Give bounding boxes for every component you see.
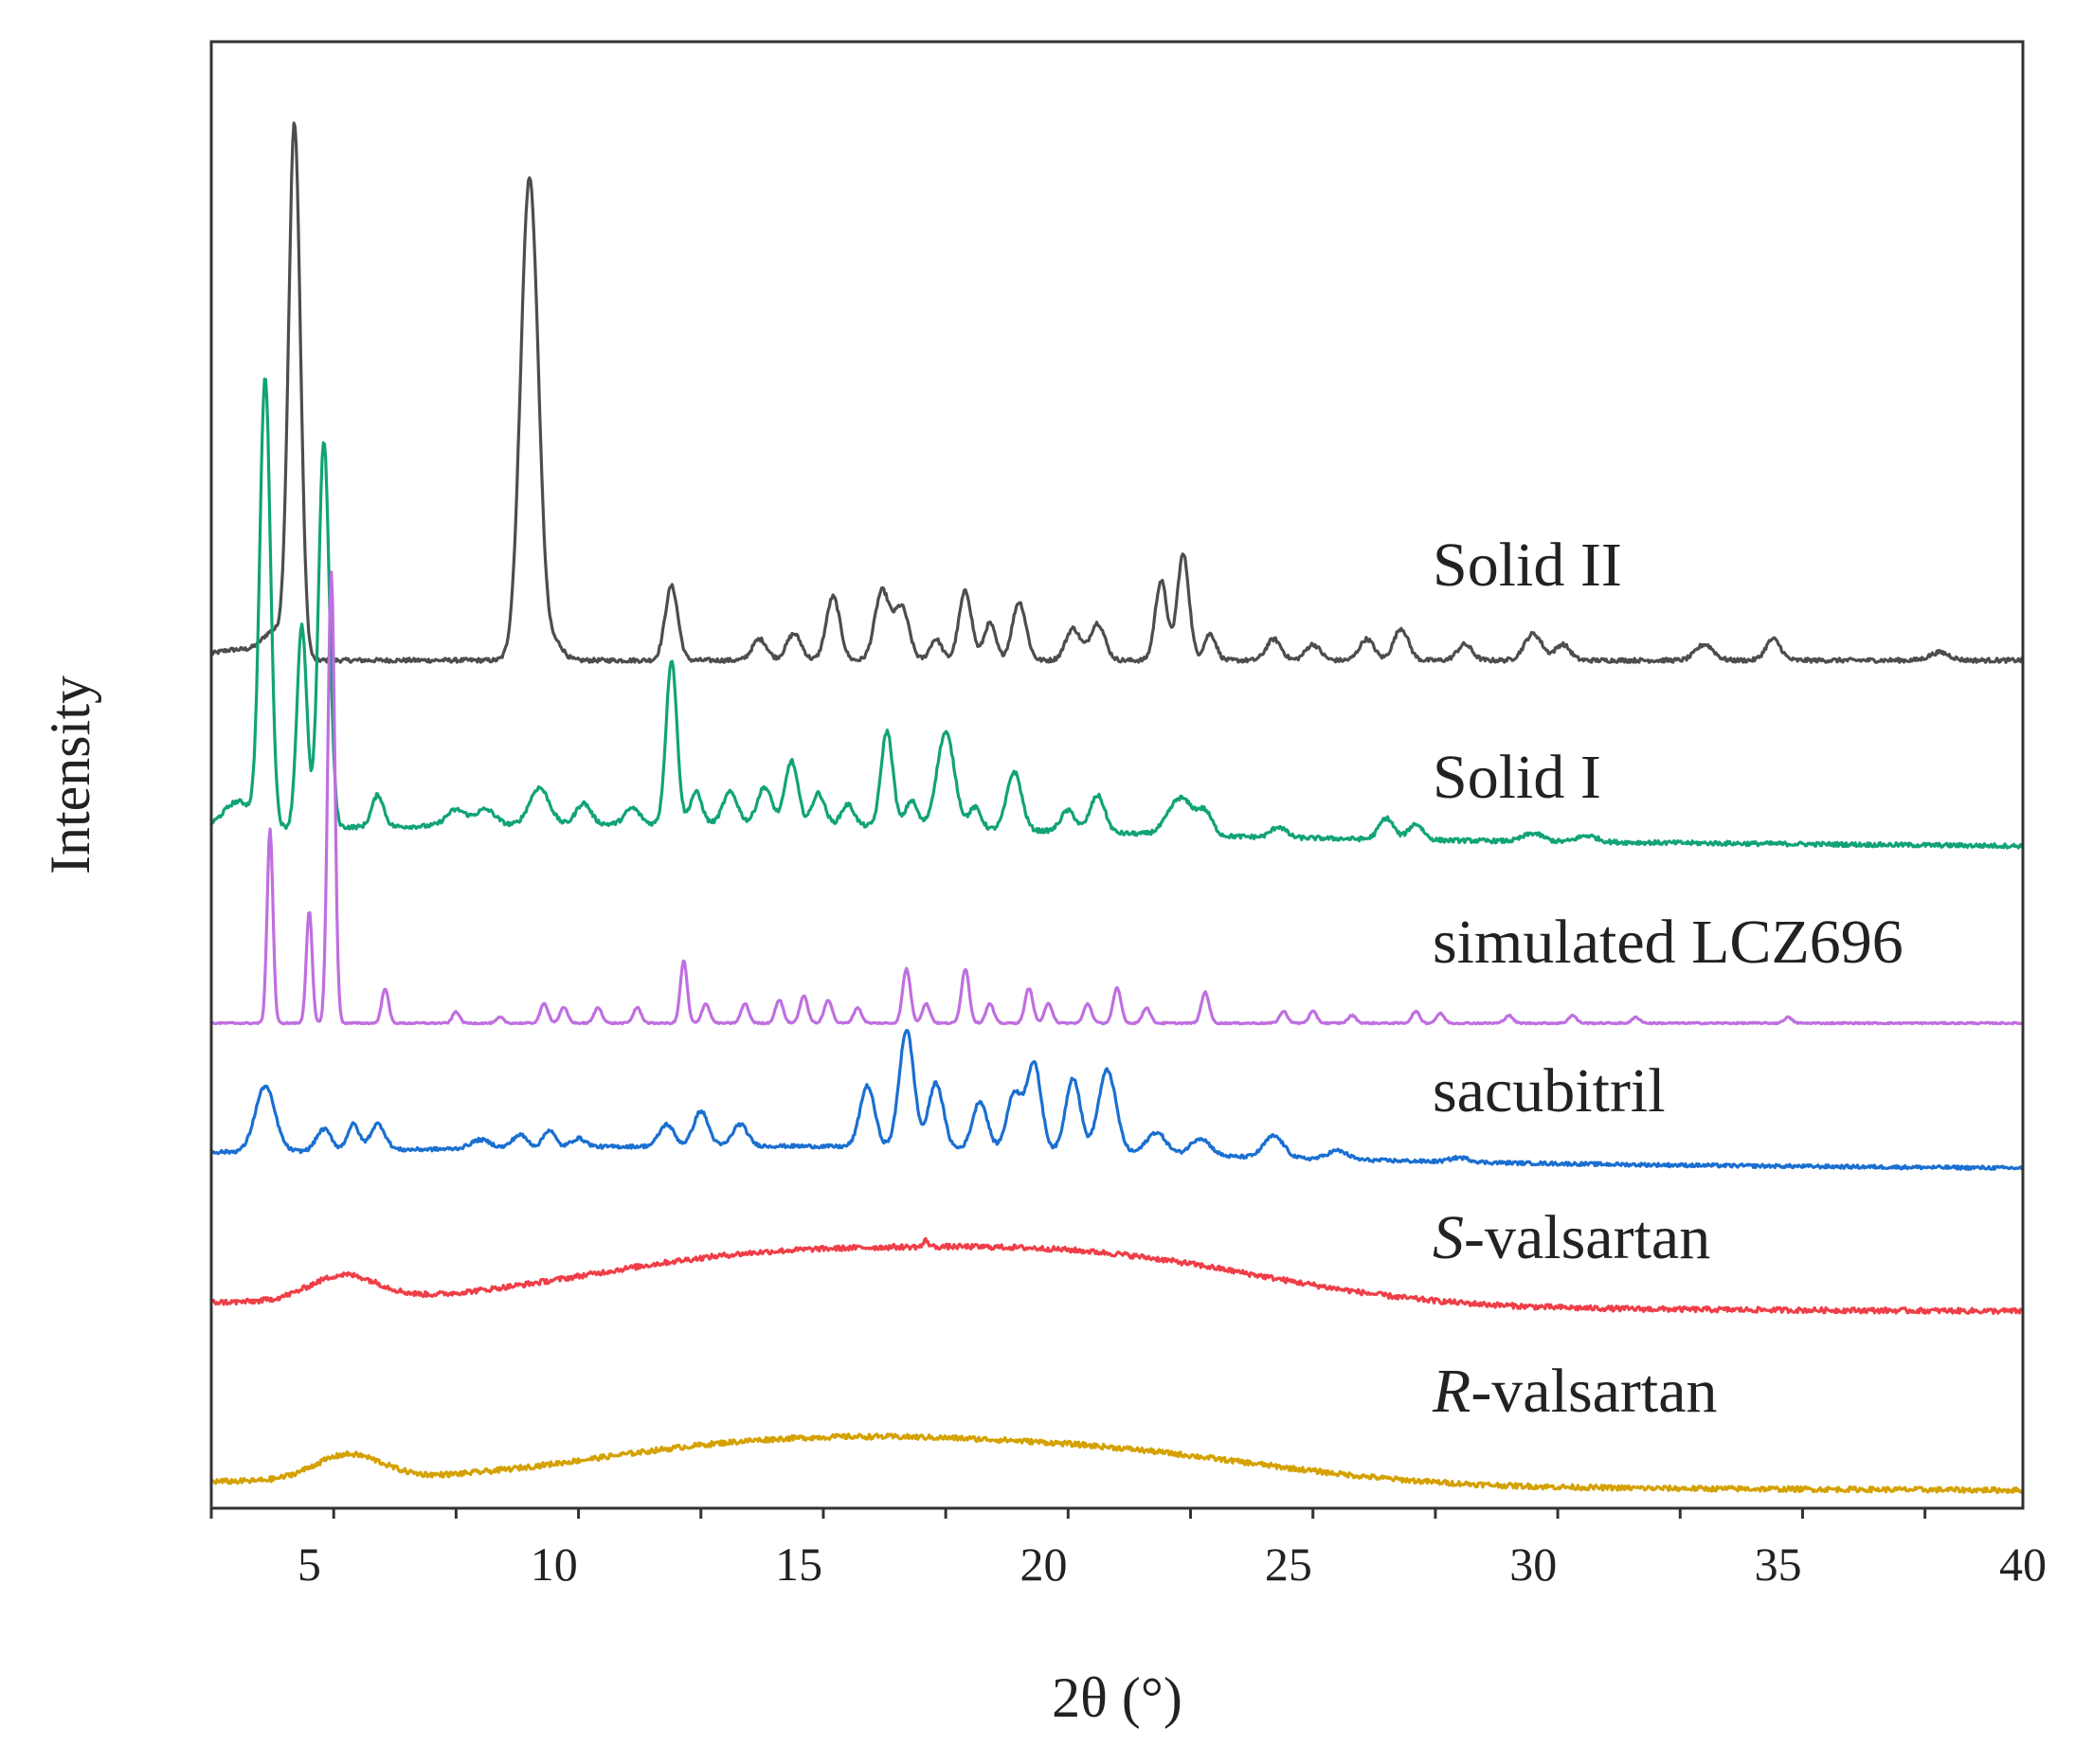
series-label-sacubitril: sacubitril [1433,1056,1666,1125]
series-label-italic-prefix: S [1433,1203,1464,1272]
x-axis-title: 2θ (°) [1052,1666,1182,1729]
series-label-s-valsartan: S-valsartan [1433,1203,1710,1272]
x-tick-label: 15 [775,1538,822,1591]
series-label-text: simulated LCZ696 [1433,908,1904,977]
series-label-text: sacubitril [1433,1056,1666,1125]
traces-layer [209,121,2025,1495]
trace-simulated-lcz696 [210,570,2024,1026]
x-tick-label: 5 [298,1538,321,1591]
x-axis-ticks: 5 10 15 20 25 30 35 40 [209,1508,2047,1591]
trace-solid-i [210,377,2025,850]
trace-sacubitril [210,1029,2025,1171]
trace-s-valsartan [210,1236,2025,1315]
trace-solid-ii [209,121,2025,664]
series-label-text: Solid II [1433,531,1622,600]
y-axis-title: Intensity [39,675,101,874]
x-tick-label: 30 [1509,1538,1557,1591]
series-label-solid-i: Solid I [1433,743,1601,812]
trace-r-valsartan [210,1432,2025,1495]
series-labels: Solid II Solid I simulated LCZ696 sacubitri… [1432,531,1904,1426]
plot-frame [209,40,2025,1510]
series-label-simulated-lcz696: simulated LCZ696 [1433,908,1904,977]
series-label-text: Solid I [1433,743,1601,812]
x-tick-label: 40 [1999,1538,2047,1591]
x-tick-label: 25 [1265,1538,1312,1591]
x-tick-label: 35 [1755,1538,1802,1591]
x-tick-label: 10 [531,1538,578,1591]
series-label-text: -valsartan [1464,1203,1710,1272]
series-label-solid-ii: Solid II [1433,531,1622,600]
series-label-r-valsartan: R-valsartan [1432,1357,1718,1426]
x-tick-label: 20 [1019,1538,1067,1591]
series-label-text: -valsartan [1471,1357,1717,1426]
series-label-italic-prefix: R [1432,1357,1471,1426]
